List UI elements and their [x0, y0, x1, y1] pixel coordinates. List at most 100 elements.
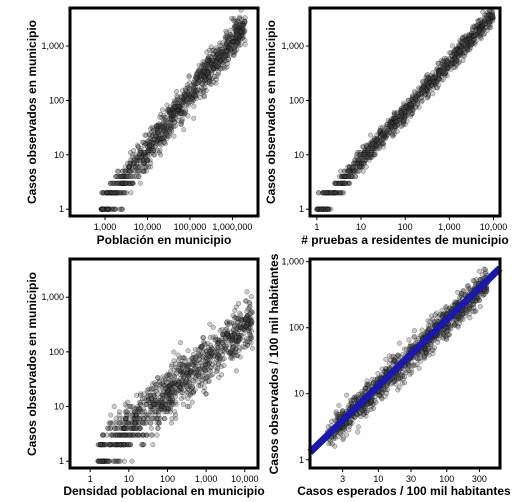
- scatter-point: [145, 390, 151, 396]
- scatter-point: [197, 88, 203, 94]
- scatter-point: [402, 346, 408, 352]
- scatter-point: [438, 63, 444, 69]
- scatter-point: [355, 424, 361, 430]
- scatter-point: [346, 168, 352, 174]
- scatter-point: [159, 135, 165, 141]
- scatter-point: [120, 180, 126, 186]
- scatter-point: [201, 78, 207, 84]
- scatter-point: [230, 52, 236, 58]
- scatter-point: [164, 130, 170, 136]
- scatter-point: [456, 48, 462, 54]
- scatter-point: [133, 425, 139, 431]
- scatter-point: [111, 403, 117, 410]
- scatter-point: [110, 180, 116, 186]
- scatter-point: [455, 324, 461, 330]
- scatter-point: [110, 432, 116, 438]
- scatter-point: [123, 190, 129, 196]
- scatter-point: [127, 160, 133, 166]
- scatter-point: [352, 414, 358, 420]
- scatter-point: [419, 327, 425, 333]
- scatter-point: [155, 127, 161, 134]
- scatter-point: [219, 66, 225, 72]
- scatter-point: [391, 357, 397, 363]
- scatter-point: [242, 37, 248, 43]
- scatter-point: [206, 59, 212, 65]
- scatter-point: [383, 356, 389, 362]
- scatter-point: [224, 40, 230, 46]
- scatter-point: [189, 98, 195, 104]
- scatter-point: [164, 102, 170, 108]
- x-tick-label: 30: [406, 474, 416, 484]
- scatter-point: [341, 190, 347, 196]
- scatter-point: [385, 131, 391, 137]
- scatter-point: [214, 52, 220, 58]
- scatter-point: [238, 32, 244, 38]
- scatter-point: [150, 442, 156, 448]
- scatter-point: [153, 123, 159, 129]
- scatter-point: [153, 142, 159, 148]
- scatter-point: [227, 27, 233, 33]
- scatter-point: [220, 52, 226, 58]
- scatter-point: [204, 62, 210, 68]
- scatter-point: [132, 420, 138, 426]
- scatter-point: [100, 190, 106, 196]
- scatter-point: [157, 122, 163, 128]
- scatter-point: [106, 206, 112, 212]
- scatter-point: [430, 70, 436, 76]
- scatter-point: [106, 206, 112, 212]
- scatter-point: [202, 78, 208, 84]
- panel-2-y-axis-title: Casos observados en municipio: [264, 20, 278, 204]
- scatter-point: [136, 164, 142, 170]
- scatter-point: [235, 301, 242, 307]
- scatter-point: [223, 346, 229, 352]
- scatter-point: [232, 26, 239, 32]
- scatter-point: [471, 23, 477, 29]
- scatter-point: [216, 360, 222, 366]
- scatter-point: [162, 416, 168, 422]
- scatter-point: [126, 164, 132, 170]
- scatter-point: [122, 180, 128, 186]
- scatter-point: [238, 312, 244, 318]
- scatter-point: [225, 44, 231, 50]
- scatter-point: [204, 68, 210, 74]
- scatter-point: [244, 289, 250, 295]
- x-tick-label: 10: [124, 474, 134, 484]
- scatter-point: [232, 329, 238, 335]
- scatter-point: [239, 20, 245, 26]
- scatter-point: [208, 364, 214, 370]
- x-tick-label: 1,000: [94, 222, 117, 232]
- scatter-point: [172, 104, 178, 110]
- scatter-point: [172, 409, 178, 415]
- scatter-point: [214, 56, 220, 62]
- scatter-point: [222, 53, 228, 59]
- scatter-point: [104, 458, 110, 464]
- scatter-point: [130, 157, 136, 163]
- scatter-point: [478, 34, 484, 40]
- scatter-point: [162, 132, 168, 138]
- scatter-point: [193, 93, 199, 99]
- scatter-point: [243, 298, 249, 304]
- scatter-point: [180, 98, 186, 104]
- scatter-point: [238, 25, 244, 31]
- scatter-point: [182, 111, 188, 117]
- scatter-point: [161, 376, 167, 382]
- scatter-point: [230, 35, 236, 42]
- scatter-point: [217, 355, 223, 361]
- scatter-point: [225, 38, 231, 44]
- scatter-point: [444, 336, 450, 343]
- scatter-point: [212, 63, 218, 69]
- scatter-point: [136, 406, 142, 412]
- scatter-point: [117, 180, 123, 186]
- scatter-point: [158, 138, 164, 144]
- scatter-point: [210, 62, 216, 68]
- scatter-point: [100, 206, 107, 212]
- scatter-point: [99, 458, 105, 464]
- scatter-point: [217, 42, 223, 49]
- scatter-point: [344, 392, 350, 398]
- scatter-point: [156, 386, 162, 392]
- scatter-point: [218, 57, 224, 63]
- scatter-point: [154, 432, 160, 438]
- scatter-point: [107, 442, 113, 448]
- scatter-point: [430, 351, 436, 357]
